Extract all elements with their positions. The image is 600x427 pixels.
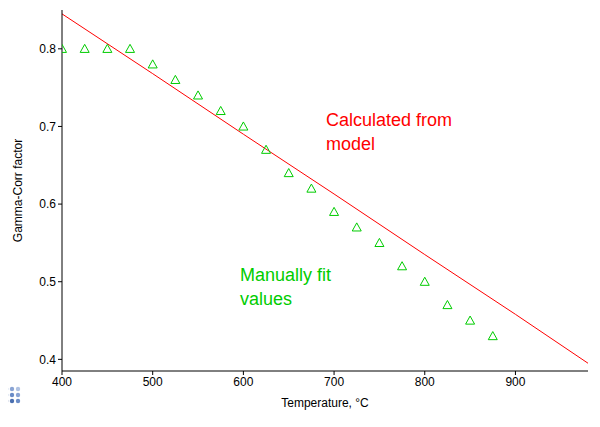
svg-text:Temperature, °C: Temperature, °C (281, 396, 369, 410)
svg-text:0.6: 0.6 (39, 197, 56, 211)
svg-text:500: 500 (143, 375, 163, 389)
html-text:Calculated from model: Calculated from model (326, 110, 453, 154)
svg-text:Gamma-Corr factor: Gamma-Corr factor (11, 139, 25, 242)
svg-text:400: 400 (52, 375, 72, 389)
svg-text:0.5: 0.5 (39, 275, 56, 289)
svg-text:800: 800 (415, 375, 435, 389)
svg-text:700: 700 (324, 375, 344, 389)
html-text:Manually fit values: Manually fit values (240, 265, 331, 309)
svg-text:0.4: 0.4 (39, 353, 56, 367)
svg-text:600: 600 (233, 375, 253, 389)
svg-text:900: 900 (505, 375, 525, 389)
svg-text:0.8: 0.8 (39, 42, 56, 56)
svg-text:0.7: 0.7 (39, 120, 56, 134)
